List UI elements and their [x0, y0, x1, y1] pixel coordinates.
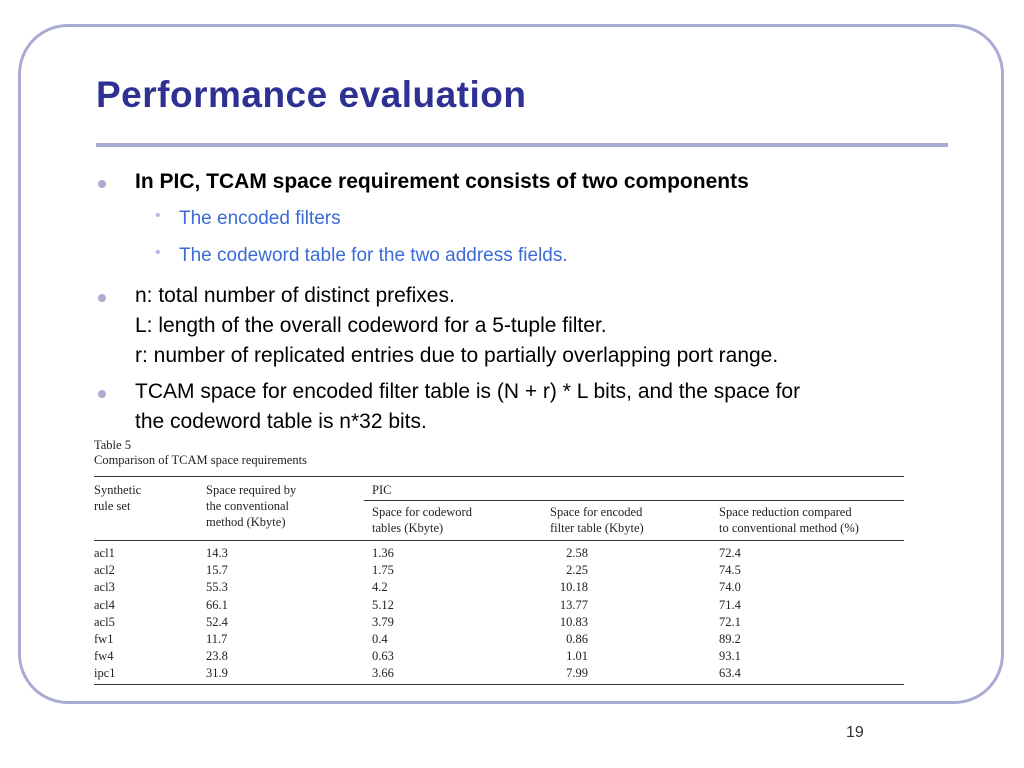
page-number: 19: [846, 724, 864, 741]
table-cell: 66.1: [206, 597, 228, 612]
table-cell: acl2: [94, 563, 115, 578]
table-cell: 4.2: [372, 580, 388, 595]
header-col4: Space for encoded filter table (Kbyte): [550, 505, 644, 535]
table-caption-label: Table 5: [94, 438, 131, 452]
table-cell: 0.86: [566, 632, 588, 646]
table-header-rule: [94, 540, 904, 541]
sub-bullet-1-text: The encoded filters: [179, 208, 341, 229]
header-col1: Synthetic rule set: [94, 483, 142, 513]
header-group-pic: PIC: [372, 483, 392, 497]
table-cell: acl3: [94, 580, 115, 595]
header-col2: Space required by the conventional metho…: [206, 483, 297, 529]
table-cell: 89.2: [719, 632, 741, 646]
table-cell: 10.83: [559, 614, 588, 629]
table-cell: 2.25: [566, 563, 588, 578]
table-cell: 1.36: [372, 546, 394, 560]
bullet-3-line: the codeword table is n*32 bits.: [135, 410, 427, 433]
table-top-rule: [94, 476, 904, 477]
bullet-2: n: total number of distinct prefixes. L:…: [98, 281, 779, 371]
sub-bullet-dot: •: [155, 207, 161, 224]
table-cell: ipc1: [94, 666, 116, 681]
table-cell: fw4: [94, 649, 114, 664]
table-cell: 13.77: [559, 597, 588, 612]
sub-bullet-1: • The encoded filters: [155, 207, 341, 230]
bullet-3: TCAM space for encoded filter table is (…: [98, 377, 801, 437]
table-cell: 3.66: [372, 666, 394, 681]
table-cell: acl5: [94, 614, 115, 629]
table-cell: 74.0: [719, 580, 741, 595]
comparison-table: Table 5 Comparison of TCAM space require…: [94, 438, 906, 685]
header-col5: Space reduction compared to conventional…: [719, 505, 859, 535]
table-cell: 55.3: [206, 580, 228, 595]
sub-bullet-2-text: The codeword table for the two address f…: [179, 245, 568, 266]
table-cell: 15.7: [206, 563, 228, 578]
table-cell: 5.12: [372, 597, 394, 612]
bullet-2-line: L: length of the overall codeword for a …: [135, 314, 607, 337]
table-caption-title: Comparison of TCAM space requirements: [94, 453, 307, 467]
table-cell: fw1: [94, 632, 114, 646]
table-cell: 11.7: [206, 632, 228, 646]
bullet-2-line: r: number of replicated entries due to p…: [135, 344, 779, 367]
bullet-dot: [98, 180, 106, 188]
table-cell: 10.18: [559, 580, 588, 595]
table-cell: 0.63: [372, 649, 394, 664]
sub-bullet-2: • The codeword table for the two address…: [155, 244, 568, 267]
slide-title: Performance evaluation: [96, 74, 527, 115]
table-cell: 7.99: [566, 666, 588, 681]
table-cell: 72.4: [719, 546, 741, 560]
table-cell: 0.4: [372, 632, 388, 646]
header-col3: Space for codeword tables (Kbyte): [372, 505, 472, 535]
title-underline: [96, 143, 948, 147]
sub-bullet-dot: •: [155, 244, 161, 261]
table-cell: 3.79: [372, 614, 394, 629]
table-cell: 63.4: [719, 666, 741, 681]
bullet-2-line: n: total number of distinct prefixes.: [135, 284, 455, 307]
bullet-3-line: TCAM space for encoded filter table is (…: [135, 380, 801, 403]
table-cell: 1.75: [372, 563, 394, 578]
table-cell: acl1: [94, 546, 115, 560]
table-cell: 74.5: [719, 563, 741, 578]
slide-frame: [18, 24, 1004, 704]
table-bottom-rule: [94, 684, 904, 685]
table-cell: 52.4: [206, 614, 228, 629]
table-cell: 14.3: [206, 546, 228, 560]
bullet-dot: [98, 390, 106, 398]
bullet-dot: [98, 294, 106, 302]
table-cell: acl4: [94, 597, 115, 612]
table-cell: 72.1: [719, 614, 741, 629]
table-cell: 93.1: [719, 649, 741, 664]
bullet-1-text: In PIC, TCAM space requirement consists …: [135, 170, 749, 193]
table-cell: 23.8: [206, 649, 228, 664]
table-cell: 1.01: [566, 649, 588, 664]
table-cell: 2.58: [566, 546, 588, 560]
table-cell: 31.9: [206, 666, 228, 681]
bullet-1: In PIC, TCAM space requirement consists …: [98, 167, 749, 197]
table-cell: 71.4: [719, 597, 741, 612]
group-rule: [364, 500, 904, 501]
